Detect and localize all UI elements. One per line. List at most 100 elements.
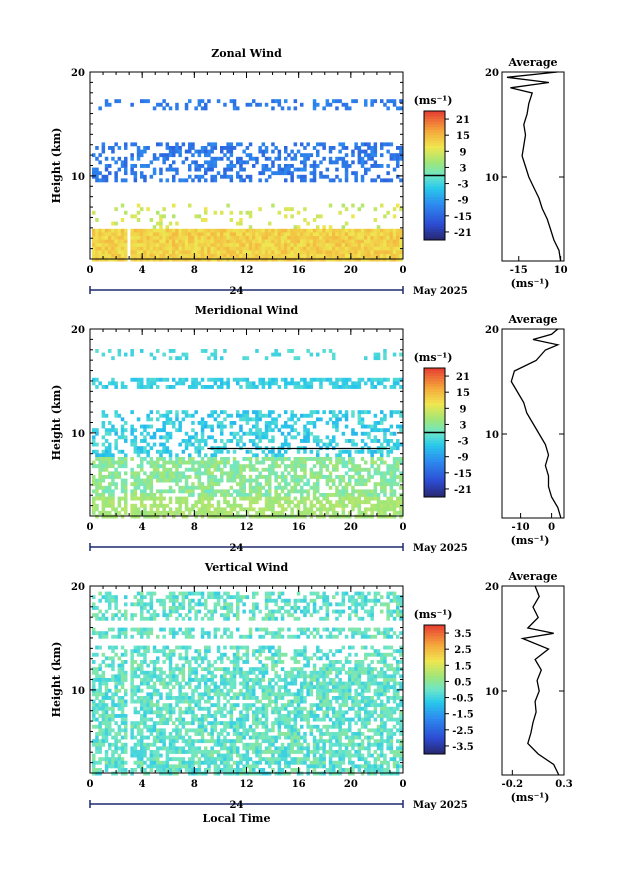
heatmap-cell	[197, 467, 202, 472]
heatmap-cell	[120, 714, 125, 718]
heatmap-cell	[258, 236, 262, 240]
heatmap-cell	[101, 236, 106, 240]
heatmap-cell	[98, 692, 102, 697]
heatmap-cell	[168, 706, 173, 711]
heatmap-cell	[220, 478, 224, 483]
heatmap-cell	[306, 142, 310, 147]
heatmap-cell	[328, 514, 333, 519]
heatmap-cell	[303, 503, 307, 508]
heatmap-cell	[140, 446, 144, 451]
heatmap-cell	[204, 602, 208, 607]
heatmap-cell	[104, 500, 109, 505]
heatmap-cell	[95, 428, 99, 433]
heatmap-cell	[92, 631, 96, 636]
heatmap-cell	[165, 652, 170, 657]
heatmap-cell	[300, 153, 304, 158]
colorbar-tick-label: 3	[460, 420, 467, 431]
heatmap-cell	[200, 446, 205, 451]
heatmap-cell	[178, 442, 182, 447]
heatmap-cell	[149, 703, 154, 708]
heatmap-cell	[322, 232, 326, 237]
heatmap-cell	[386, 428, 390, 433]
heatmap-cell	[223, 246, 227, 251]
heatmap-cell	[191, 232, 195, 237]
heatmap-cell	[130, 496, 134, 501]
heatmap-cell	[136, 475, 141, 479]
heatmap-cell	[130, 678, 134, 682]
heatmap-cell	[367, 254, 371, 258]
heatmap-cell	[213, 660, 218, 664]
heatmap-cell	[360, 149, 365, 154]
heatmap-cell	[168, 771, 173, 776]
heatmap-cell	[344, 489, 349, 494]
heatmap-cell	[210, 377, 214, 382]
heatmap-cell	[156, 768, 160, 772]
heatmap-cell	[146, 724, 150, 729]
heatmap-cell	[159, 453, 163, 458]
heatmap-cell	[130, 663, 134, 668]
heatmap-cell	[290, 250, 294, 255]
heatmap-cell	[309, 421, 314, 425]
heatmap-cell	[140, 645, 144, 650]
heatmap-cell	[223, 757, 227, 762]
heatmap-cell	[92, 442, 96, 447]
heatmap-cell	[165, 146, 170, 150]
heatmap-cell	[280, 243, 285, 248]
heatmap-cell	[152, 225, 157, 230]
heatmap-cell	[312, 243, 317, 248]
heatmap-cell	[284, 246, 288, 251]
heatmap-cell	[351, 428, 355, 433]
heatmap-cell	[258, 428, 262, 433]
heatmap-cell	[255, 467, 259, 472]
heatmap-cell	[124, 254, 128, 258]
heatmap-cell	[181, 631, 186, 636]
x-tick-label: 16	[292, 265, 306, 276]
heatmap-cell	[335, 421, 339, 425]
colorbar-segment	[424, 389, 445, 393]
heatmap-cell	[303, 246, 307, 251]
heatmap-cell	[207, 471, 211, 476]
heatmap-cell	[191, 739, 195, 744]
heatmap-cell	[98, 482, 102, 487]
heatmap-cell	[252, 156, 256, 161]
heatmap-cell	[380, 99, 384, 104]
heatmap-cell	[162, 435, 166, 440]
heatmap-cell	[300, 174, 304, 179]
heatmap-cell	[316, 246, 320, 251]
heatmap-cell	[229, 475, 234, 479]
heatmap-cell	[200, 349, 205, 353]
heatmap-cell	[152, 232, 157, 237]
heatmap-cell	[396, 228, 400, 233]
heatmap-cell	[181, 243, 186, 248]
heatmap-cell	[146, 692, 150, 697]
heatmap-cell	[108, 764, 112, 769]
heatmap-cell	[383, 460, 387, 465]
heatmap-cell	[92, 595, 96, 600]
heatmap-cell	[184, 503, 189, 508]
heatmap-cell	[229, 239, 234, 244]
heatmap-cell	[104, 714, 109, 718]
heatmap-cell	[114, 634, 118, 639]
heatmap-cell	[204, 178, 208, 183]
heatmap-cell	[341, 493, 346, 497]
profile-x-tick-label: -15	[510, 265, 528, 276]
heatmap-cell	[357, 503, 362, 508]
heatmap-cell	[156, 246, 160, 251]
heatmap-cell	[162, 514, 166, 519]
heatmap-cell	[213, 634, 218, 639]
heatmap-cell	[229, 232, 234, 237]
heatmap-cell	[229, 471, 234, 476]
heatmap-cell	[360, 156, 365, 161]
colorbar-segment	[424, 127, 445, 131]
heatmap-cell	[92, 228, 96, 233]
heatmap-cell	[172, 421, 176, 425]
heatmap-cell	[351, 485, 355, 490]
heatmap-cell	[98, 674, 102, 679]
heatmap-cell	[136, 663, 141, 668]
heatmap-cell	[140, 742, 144, 747]
heatmap-cell	[386, 467, 390, 472]
heatmap-cell	[188, 768, 192, 772]
heatmap-cell	[108, 717, 112, 722]
